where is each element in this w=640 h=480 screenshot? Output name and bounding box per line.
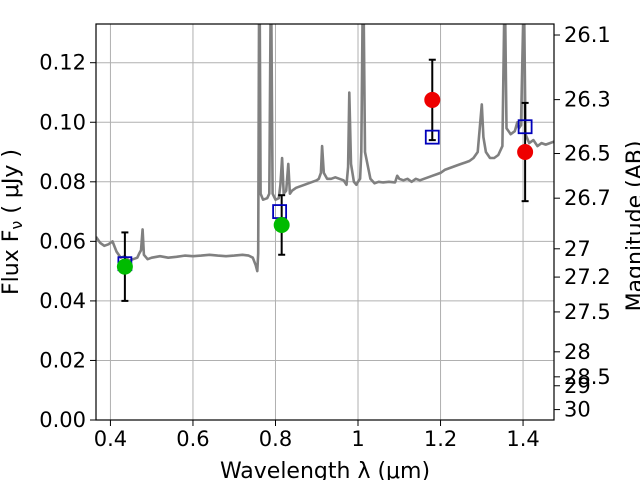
y-axis-label-unit: ( μJy ) [0, 149, 24, 221]
y2-tick-label: 27.5 [564, 300, 611, 324]
y2-tick-label: 26.3 [564, 88, 611, 112]
y2-tick-label: 26.7 [564, 186, 611, 210]
y2-tick-label: 26.5 [564, 142, 611, 166]
y-axis-ticks: 0.00 0.02 0.04 0.06 0.08 0.10 0.12 [39, 51, 96, 432]
observed-point [517, 144, 534, 161]
secondary-y-axis-label: Magnitude (AB) [623, 141, 640, 312]
y2-tick-label: 27 [564, 237, 591, 261]
y-tick-label: 0.12 [39, 51, 86, 75]
y-axis-label-subscript: ν [7, 221, 26, 230]
x-axis-ticks: 0.4 0.6 0.8 1 1.2 1.4 [94, 420, 540, 451]
y2-tick-label: 28 [564, 340, 591, 364]
y-tick-label: 0.10 [39, 110, 86, 134]
error-bars [121, 58, 529, 302]
y2-tick-label: 28.5 [564, 365, 611, 389]
y-tick-label: 0.08 [39, 170, 86, 194]
observed-point [424, 91, 441, 108]
x-tick-label: 1.2 [424, 427, 457, 451]
y2-tick-label: 26.1 [564, 23, 611, 47]
x-tick-label: 0.8 [259, 427, 292, 451]
y-tick-label: 0.00 [39, 408, 86, 432]
y-tick-label: 0.06 [39, 229, 86, 253]
x-tick-label: 0.4 [94, 427, 127, 451]
plot-frame [95, 23, 555, 421]
y-axis-label: Flux Fν ( μJy ) [0, 149, 26, 295]
y-tick-label: 0.02 [39, 348, 86, 372]
observed-point [116, 258, 133, 275]
observed-points [116, 91, 534, 275]
x-tick-label: 1 [351, 427, 364, 451]
y2-tick-label: 27.2 [564, 265, 611, 289]
y2-tick-label: 30 [564, 398, 591, 422]
observed-point [273, 216, 290, 233]
model-point [517, 119, 533, 135]
x-tick-label: 0.6 [176, 427, 209, 451]
y-tick-label: 0.04 [39, 289, 86, 313]
grid [96, 24, 554, 421]
x-tick-label: 1.4 [506, 427, 539, 451]
model-points [117, 119, 533, 272]
x-axis-label: Wavelength λ (μm) [220, 459, 430, 480]
model-point [424, 129, 440, 145]
y2-tick-label: 29 [564, 374, 591, 398]
y-axis-label-main: Flux F [0, 230, 24, 295]
spectrum-layer [96, 24, 554, 273]
model-spectrum-line [96, 24, 554, 273]
